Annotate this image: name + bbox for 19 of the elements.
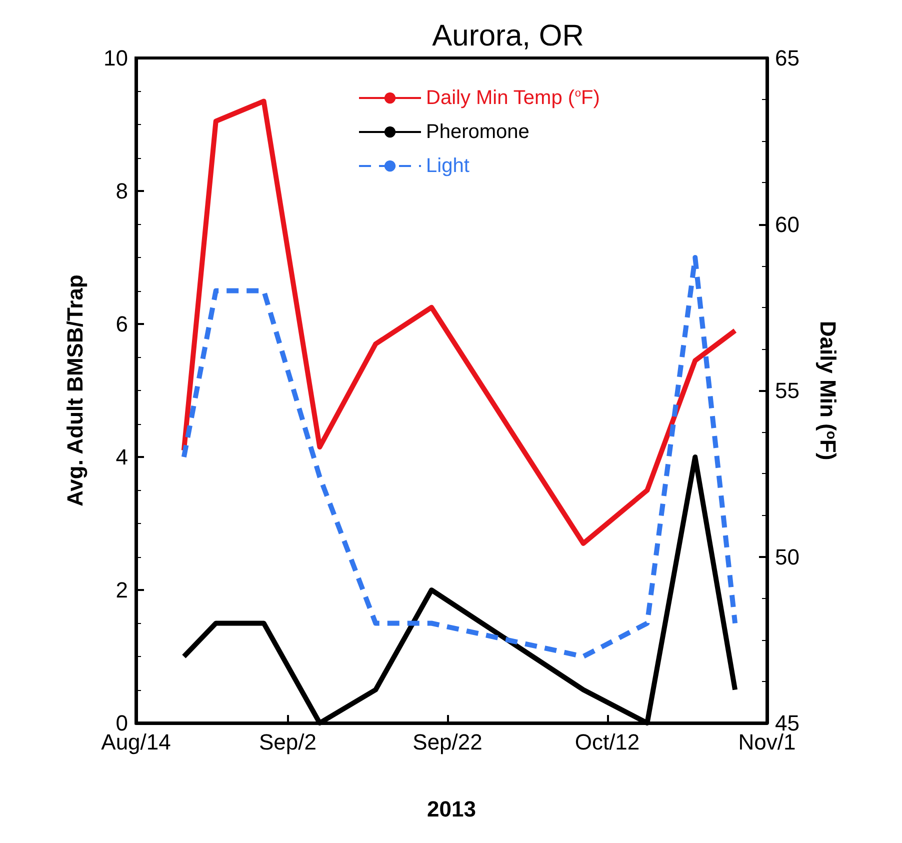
x-tick-label: Nov/1: [738, 730, 796, 754]
legend-label: Light: [426, 155, 470, 177]
y2-tick-label: 60: [775, 212, 800, 237]
y2-tick-label: 55: [775, 378, 800, 403]
y-tick-label: 6: [116, 312, 128, 336]
x-axis-title: 2013: [427, 796, 476, 822]
y2-tick-label: 50: [775, 544, 800, 570]
y-tick-label: 10: [104, 46, 128, 70]
y-axis-title: Avg. Adult BMSB/Trap: [62, 274, 88, 506]
y-tick-label: 4: [116, 444, 128, 470]
x-tick-label: Sep/22: [412, 730, 482, 754]
y2-tick-label: 65: [775, 46, 800, 70]
x-tick-label: Sep/2: [259, 730, 317, 754]
y-tick-label: 8: [116, 178, 128, 204]
y2-axis-title: Daily Min (oF): [816, 320, 840, 460]
legend-label: Pheromone: [426, 121, 530, 143]
chart-title: Aurora, OR: [432, 20, 584, 52]
x-tick-label: Oct/12: [574, 730, 640, 754]
y-tick-label: 2: [116, 578, 128, 602]
